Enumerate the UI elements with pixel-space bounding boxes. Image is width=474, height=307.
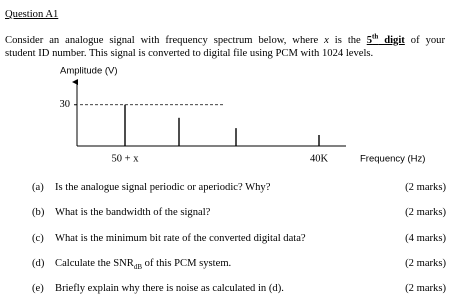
part-label: (c)	[32, 232, 44, 244]
part-text-run: Calculate the SNR	[55, 257, 134, 269]
x-tick-label: 50 + x	[112, 153, 140, 164]
part-label: (e)	[32, 283, 44, 295]
question-title: Question A1	[5, 9, 59, 20]
part-label: (d)	[32, 257, 45, 269]
part-label: (b)	[32, 207, 45, 219]
intro-text: Consider an analogue signal with frequen…	[5, 35, 325, 46]
part-text: What is the bandwidth of the signal?	[55, 207, 210, 218]
question-part: (c) What is the minimum bit rate of the c…	[0, 233, 474, 247]
part-text-run: Is the analogue signal periodic or aperi…	[55, 182, 271, 193]
part-marks: (4 marks)	[405, 232, 446, 244]
part-text: What is the minimum bit rate of the conv…	[55, 233, 306, 244]
part-text-run: What is the bandwidth of the signal?	[55, 207, 211, 219]
question-part: (e) Briefly explain why there is noise as…	[0, 283, 474, 297]
part-text: Briefly explain why there is noise as ca…	[55, 283, 284, 294]
subscript: dB	[133, 263, 143, 271]
question-part: (b) What is the bandwidth of the signal? (…	[0, 207, 474, 221]
digit-word: digit	[378, 35, 405, 46]
digit-number: 5	[366, 35, 373, 46]
part-label: (a)	[32, 182, 44, 193]
x-tick-label: 40K	[310, 153, 329, 164]
variable: x	[324, 35, 329, 46]
part-marks: (2 marks)	[405, 257, 446, 269]
spectrum-figure: Amplitude (V) Frequency (Hz) 30 50 + x 40K	[60, 66, 426, 165]
x-axis-label: Frequency (Hz)	[360, 154, 425, 165]
part-marks: (2 marks)	[405, 207, 446, 219]
part-marks: (2 marks)	[405, 182, 446, 193]
digit-emphasis: 5th digit	[366, 32, 405, 46]
part-text: Calculate the SNRdB of this PCM system.	[55, 257, 232, 271]
part-text-run: of this PCM system.	[142, 257, 232, 269]
question-part: (d) Calculate the SNRdB of this PCM syste…	[0, 258, 474, 272]
digit-suffix: th	[372, 32, 379, 41]
part-marks: (2 marks)	[405, 283, 446, 295]
part-text: Is the analogue signal periodic or aperi…	[55, 182, 270, 193]
part-text-run: What is the minimum bit rate of the conv…	[55, 232, 306, 244]
part-text-run: Briefly explain why there is noise as ca…	[55, 283, 284, 295]
intro-text: of your	[404, 35, 445, 46]
y-tick-label: 30	[60, 99, 71, 110]
y-axis-label: Amplitude (V)	[60, 66, 118, 77]
intro-line: Consider an analogue signal with frequen…	[5, 32, 445, 47]
intro-text: is the	[328, 35, 367, 46]
intro-line: student ID number. This signal is conver…	[5, 48, 374, 59]
question-part: (a) Is the analogue signal periodic or ap…	[0, 182, 474, 196]
